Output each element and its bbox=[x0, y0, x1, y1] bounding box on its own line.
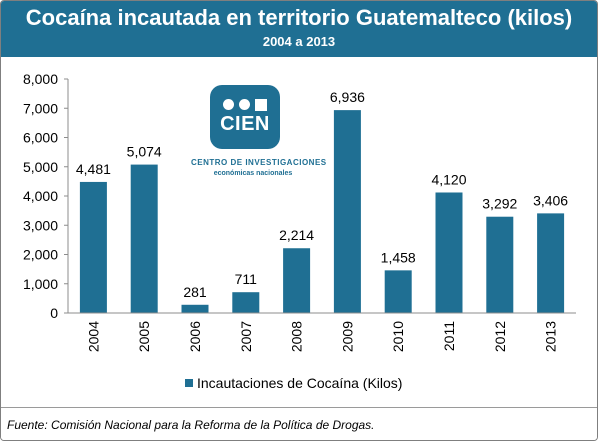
bar bbox=[486, 216, 514, 313]
bar-value-label: 3,292 bbox=[482, 196, 517, 212]
logo-dot-icon bbox=[223, 99, 234, 110]
chart-title: Cocaína incautada en territorio Guatemal… bbox=[25, 5, 573, 30]
x-tick-label: 2013 bbox=[543, 321, 559, 352]
chart-footer: Fuente: Comisión Nacional para la Reform… bbox=[1, 407, 597, 440]
y-tick-label: 6,000 bbox=[23, 130, 58, 146]
x-tick-label: 2011 bbox=[441, 321, 457, 351]
bar-value-label: 711 bbox=[235, 271, 258, 287]
logo-caption-line1: CENTRO DE INVESTIGACIONES bbox=[191, 158, 327, 167]
bar-value-label: 3,406 bbox=[533, 192, 568, 208]
source-note: Fuente: Comisión Nacional para la Reform… bbox=[7, 418, 375, 432]
bar bbox=[283, 248, 311, 313]
y-tick-label: 5,000 bbox=[23, 159, 58, 175]
y-tick-label: 1,000 bbox=[23, 276, 58, 292]
bar bbox=[181, 304, 209, 313]
bar-series bbox=[79, 110, 565, 313]
bar bbox=[333, 110, 361, 313]
legend: Incautaciones de Cocaína (Kilos) bbox=[185, 375, 402, 391]
bar bbox=[537, 213, 565, 313]
bar-value-label: 6,936 bbox=[330, 89, 365, 105]
logo-wordmark: CIEN bbox=[220, 113, 270, 135]
x-tick-label: 2005 bbox=[136, 321, 152, 352]
y-tick-label: 2,000 bbox=[23, 247, 58, 263]
y-tick-label: 4,000 bbox=[23, 188, 58, 204]
y-tick-label: 0 bbox=[50, 305, 58, 321]
x-tick-label: 2008 bbox=[289, 321, 305, 352]
bar bbox=[384, 270, 412, 313]
logo-square-icon bbox=[255, 99, 267, 111]
legend-label: Incautaciones de Cocaína (Kilos) bbox=[197, 375, 402, 391]
x-tick-label: 2006 bbox=[187, 321, 203, 352]
y-axis: 0 1,000 2,000 3,000 4,000 5,000 6,000 7,000 8,00… bbox=[23, 71, 69, 321]
cien-logo: CIEN bbox=[210, 85, 280, 149]
bar bbox=[232, 292, 260, 313]
x-tick-label: 2007 bbox=[238, 321, 254, 352]
chart-subtitle: 2004 a 2013 bbox=[262, 34, 336, 49]
bar-value-label: 2,214 bbox=[279, 227, 314, 243]
bar-value-label: 1,458 bbox=[381, 249, 416, 265]
legend-swatch bbox=[185, 379, 193, 387]
bar-value-label: 4,120 bbox=[431, 171, 466, 187]
x-tick-label: 2012 bbox=[492, 321, 508, 352]
logo-dot-icon bbox=[239, 99, 250, 110]
data-labels: 4,481 5,074 281 711 2,214 6,936 1,458 4,120 3,29… bbox=[76, 89, 568, 300]
x-axis: 2004 2005 2006 2007 2008 2009 2010 2011 2012 2013 bbox=[68, 312, 576, 352]
y-tick-label: 8,000 bbox=[23, 71, 58, 87]
bar-value-label: 281 bbox=[183, 284, 207, 300]
x-tick-label: 2010 bbox=[390, 321, 406, 352]
y-tick-label: 7,000 bbox=[23, 100, 58, 116]
y-tick-label: 3,000 bbox=[23, 217, 58, 233]
x-tick-label: 2009 bbox=[339, 321, 355, 352]
bar bbox=[130, 164, 158, 313]
bar bbox=[79, 181, 107, 313]
bar bbox=[435, 192, 463, 313]
bar-value-label: 4,481 bbox=[76, 161, 111, 177]
chart-header: Cocaína incautada en territorio Guatemal… bbox=[1, 1, 597, 57]
bar-value-label: 5,074 bbox=[127, 144, 162, 160]
x-tick-label: 2004 bbox=[85, 321, 101, 352]
logo-caption-line2: económicas nacionales bbox=[213, 170, 293, 177]
bar-chart: 0 1,000 2,000 3,000 4,000 5,000 6,000 7,000 8,00… bbox=[23, 71, 576, 391]
